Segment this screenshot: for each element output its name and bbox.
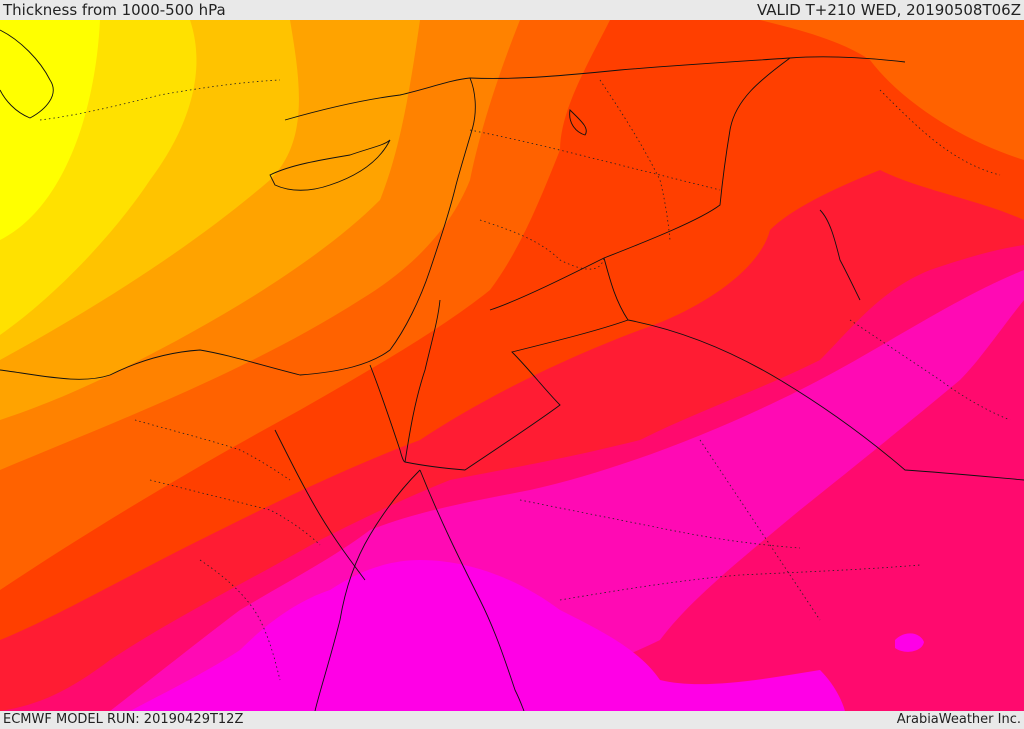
- thickness-map: [0, 20, 1024, 711]
- model-run: ECMWF MODEL RUN: 20190429T12Z: [3, 712, 244, 727]
- header-bar: Thickness from 1000-500 hPa VALID T+210 …: [0, 0, 1024, 20]
- credit: ArabiaWeather Inc.: [896, 712, 1021, 727]
- band-11-patch: [895, 633, 924, 652]
- band-9: [0, 245, 1024, 711]
- footer-bar: ECMWF MODEL RUN: 20190429T12Z ArabiaWeat…: [0, 711, 1024, 729]
- valid-time: VALID T+210 WED, 20190508T06Z: [756, 1, 1021, 19]
- regional-boundaries: [39, 79, 1011, 681]
- coastlines: [0, 29, 861, 711]
- band-11: [130, 560, 845, 711]
- borders: [369, 56, 1024, 481]
- map-title: Thickness from 1000-500 hPa: [3, 1, 226, 19]
